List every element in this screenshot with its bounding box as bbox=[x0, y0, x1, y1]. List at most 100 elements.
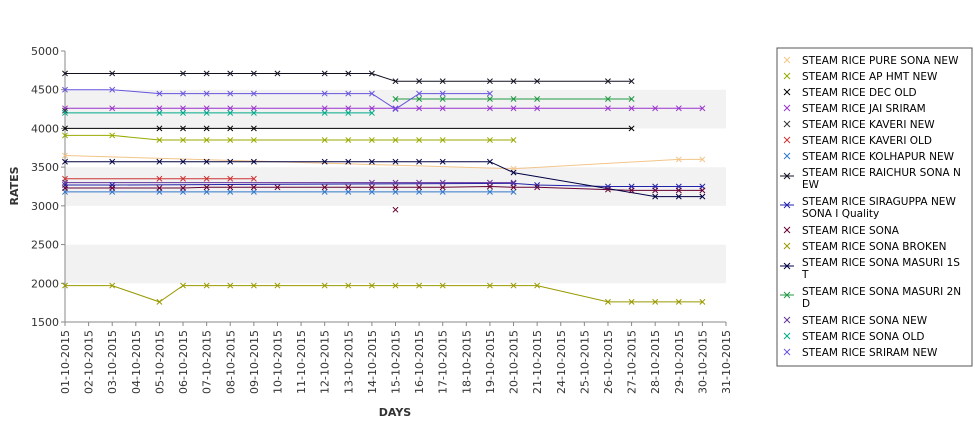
data-point bbox=[250, 105, 257, 112]
data-point bbox=[321, 184, 328, 191]
data-point bbox=[180, 105, 186, 112]
data-point bbox=[439, 184, 446, 191]
data-point bbox=[62, 132, 68, 139]
data-point bbox=[675, 187, 682, 194]
data-point bbox=[227, 137, 234, 143]
data-point bbox=[368, 109, 375, 116]
data-point bbox=[486, 158, 493, 165]
data-point bbox=[180, 175, 186, 182]
grid-band bbox=[65, 283, 726, 322]
x-tick-label: 25-10-2015 bbox=[578, 330, 591, 394]
data-point bbox=[62, 125, 68, 132]
data-point bbox=[605, 96, 611, 102]
legend-item: STEAM RICE JAI SRIRAM bbox=[783, 103, 926, 115]
data-point bbox=[534, 184, 541, 191]
data-point bbox=[628, 125, 635, 132]
x-tick-label: 31-10-2015 bbox=[720, 330, 733, 394]
data-point bbox=[156, 175, 163, 182]
legend-label: SONA I Quality bbox=[802, 208, 879, 220]
legend-label: D bbox=[802, 298, 810, 310]
data-point bbox=[510, 282, 517, 289]
data-point bbox=[180, 125, 186, 132]
data-point bbox=[62, 152, 68, 159]
data-point bbox=[628, 298, 635, 305]
data-point bbox=[62, 105, 68, 112]
legend-label: STEAM RICE SONA MASURI 1S bbox=[802, 257, 960, 269]
data-point bbox=[628, 105, 635, 112]
data-point bbox=[510, 78, 517, 85]
data-point bbox=[180, 109, 186, 116]
data-point bbox=[368, 70, 375, 77]
data-point bbox=[180, 90, 186, 97]
data-point bbox=[345, 70, 352, 77]
data-point bbox=[180, 185, 186, 192]
data-point bbox=[203, 282, 210, 289]
data-point bbox=[250, 70, 257, 77]
y-tick-label: 1500 bbox=[31, 316, 59, 329]
data-point bbox=[416, 90, 423, 97]
data-point bbox=[156, 137, 163, 143]
data-point bbox=[321, 137, 328, 143]
data-point bbox=[439, 96, 446, 102]
data-point bbox=[180, 137, 186, 143]
data-point bbox=[510, 96, 517, 102]
data-point bbox=[156, 105, 163, 112]
grid-band bbox=[65, 244, 726, 284]
legend-label: STEAM RICE KAVERI OLD bbox=[802, 135, 932, 147]
data-point bbox=[321, 188, 328, 195]
data-point bbox=[368, 105, 375, 112]
x-tick-label: 12-10-2015 bbox=[319, 330, 332, 394]
chart-legend: STEAM RICE PURE SONA NEW STEAM RICE AP HM… bbox=[776, 47, 973, 367]
data-point bbox=[345, 105, 352, 112]
legend-label: STEAM RICE SONA MASURI 2N bbox=[802, 286, 961, 298]
legend-item: STEAM RICE SONA OLD bbox=[783, 331, 925, 343]
data-point bbox=[274, 282, 281, 289]
data-point bbox=[156, 109, 163, 116]
data-point bbox=[392, 78, 399, 85]
x-tick-label: 03-10-2015 bbox=[106, 330, 119, 394]
data-point bbox=[439, 158, 446, 165]
legend-label: STEAM RICE RAICHUR SONA N bbox=[802, 167, 961, 179]
x-tick-label: 07-10-2015 bbox=[201, 330, 214, 394]
data-point bbox=[250, 109, 257, 116]
data-point bbox=[416, 282, 423, 289]
data-point bbox=[392, 158, 399, 165]
data-point bbox=[227, 175, 234, 182]
data-point bbox=[109, 105, 116, 112]
data-point bbox=[652, 105, 659, 112]
data-point bbox=[250, 90, 257, 97]
data-point bbox=[392, 137, 399, 143]
data-point bbox=[250, 137, 257, 143]
data-point bbox=[345, 188, 352, 195]
data-point bbox=[368, 158, 375, 165]
data-point bbox=[368, 90, 375, 97]
x-tick-label: 29-10-2015 bbox=[673, 330, 686, 394]
data-point bbox=[486, 96, 493, 102]
x-tick-label: 11-10-2015 bbox=[295, 330, 308, 394]
data-point bbox=[439, 90, 446, 97]
data-point bbox=[699, 298, 706, 305]
data-point bbox=[227, 109, 234, 116]
data-point bbox=[439, 105, 446, 112]
data-point bbox=[250, 125, 257, 132]
data-point bbox=[652, 298, 659, 305]
x-tick-label: 09-10-2015 bbox=[248, 330, 261, 394]
data-point bbox=[699, 193, 706, 200]
legend-label: EW bbox=[802, 179, 820, 191]
data-point bbox=[392, 188, 399, 195]
data-point bbox=[392, 106, 399, 113]
x-tick-label: 04-10-2015 bbox=[130, 330, 143, 394]
legend-label: STEAM RICE PURE SONA NEW bbox=[802, 55, 959, 67]
data-point bbox=[628, 187, 635, 194]
legend-item: STEAM RICE PURE SONA NEW bbox=[783, 55, 959, 67]
x-tick-label: 28-10-2015 bbox=[649, 330, 662, 394]
data-point bbox=[321, 158, 328, 165]
legend-item: STEAM RICE KOLHAPUR NEW bbox=[783, 151, 955, 163]
data-point bbox=[368, 137, 375, 143]
data-point bbox=[510, 179, 517, 186]
data-point bbox=[416, 184, 423, 191]
legend-item: STEAM RICE SONA bbox=[783, 225, 900, 237]
data-point bbox=[250, 282, 257, 289]
